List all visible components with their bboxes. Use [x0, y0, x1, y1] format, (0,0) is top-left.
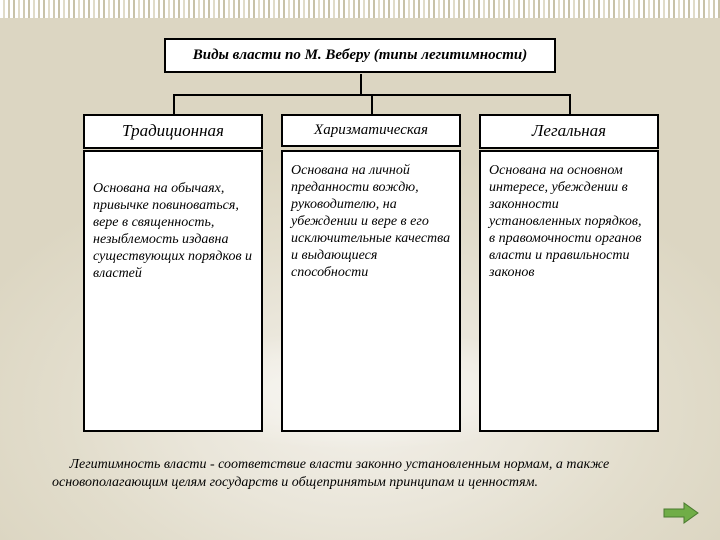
footer-definition: Легитимность власти - соответствие власт… — [52, 456, 672, 492]
connector-drop-2 — [371, 94, 373, 114]
decorative-stripe — [0, 0, 720, 18]
connector-drop-3 — [569, 94, 571, 114]
footer-definition-text: Легитимность власти - соответствие власт… — [52, 457, 609, 490]
branch-header-legal: Легальная — [479, 114, 659, 149]
connector-stem — [360, 74, 362, 94]
branch-header-traditional: Традиционная — [83, 114, 263, 149]
branch-body-legal: Основана на основном интересе, убеждении… — [479, 150, 659, 432]
next-arrow-icon[interactable] — [662, 500, 700, 526]
branch-body-traditional: Основана на обычаях, привычке повиновать… — [83, 150, 263, 432]
diagram-title: Виды власти по М. Веберу (типы легитимно… — [164, 38, 556, 73]
connector-drop-1 — [173, 94, 175, 114]
branch-body-charismatic: Основана на личной преданности вождю, ру… — [281, 150, 461, 432]
branch-header-charismatic: Харизматическая — [281, 114, 461, 147]
